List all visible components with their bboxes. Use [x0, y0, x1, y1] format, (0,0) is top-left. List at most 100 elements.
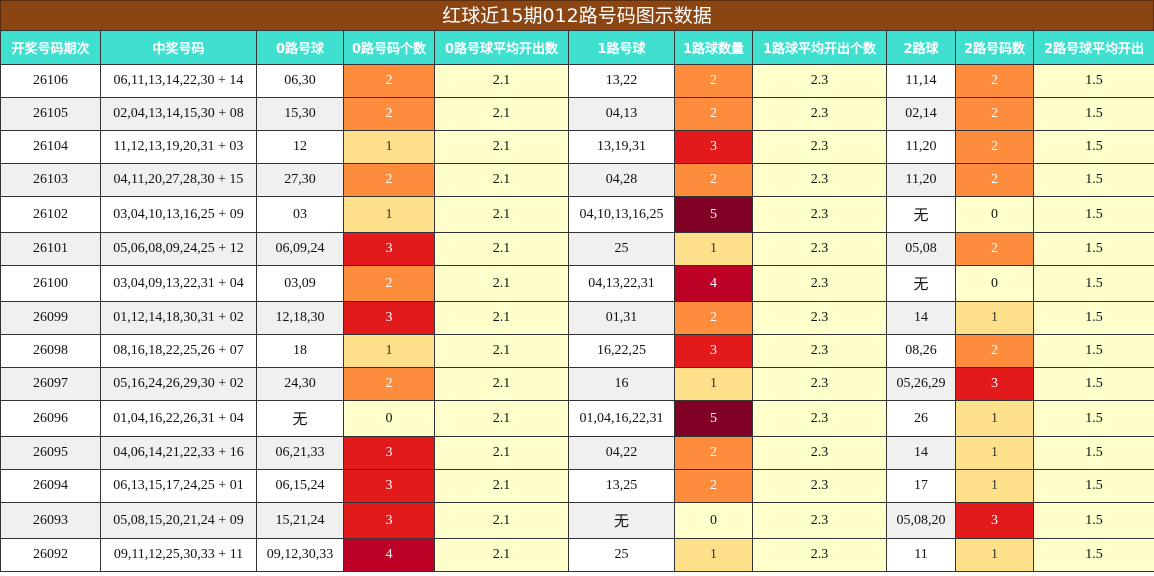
route0-average-cell: 2.1 — [434, 502, 569, 539]
route1-balls-cell: 25 — [568, 538, 675, 572]
route0-count-cell: 1 — [343, 334, 435, 368]
draw-number-cell: 26100 — [0, 265, 101, 302]
route1-balls-cell: 13,25 — [568, 469, 675, 503]
route0-count-cell: 3 — [343, 502, 435, 539]
draw-number-cell: 26104 — [0, 130, 101, 164]
winning-numbers-cell: 01,12,14,18,30,31 + 02 — [100, 301, 257, 335]
route2-average-cell: 1.5 — [1033, 436, 1154, 470]
route1-balls-cell: 04,28 — [568, 163, 675, 197]
route2-balls-cell: 17 — [886, 469, 956, 503]
table-row: 26094 06,13,15,17,24,25 + 01 06,15,24 3 2.1 1… — [0, 469, 1154, 503]
header-route0-count: 0路号码个数 — [343, 30, 435, 65]
draw-number-cell: 26102 — [0, 196, 101, 233]
header-draw-number: 开奖号码期次 — [0, 30, 101, 65]
route1-count-cell: 2 — [674, 301, 753, 335]
route0-count-cell: 2 — [343, 367, 435, 401]
route1-average-cell: 2.3 — [752, 436, 887, 470]
route0-average-cell: 2.1 — [434, 163, 569, 197]
draw-number-cell: 26103 — [0, 163, 101, 197]
route2-average-cell: 1.5 — [1033, 64, 1154, 98]
winning-numbers-cell: 04,11,20,27,28,30 + 15 — [100, 163, 257, 197]
route0-average-cell: 2.1 — [434, 97, 569, 131]
route0-count-cell: 1 — [343, 130, 435, 164]
route2-count-cell: 2 — [955, 163, 1034, 197]
route2-average-cell: 1.5 — [1033, 97, 1154, 131]
route1-average-cell: 2.3 — [752, 469, 887, 503]
route0-balls-cell: 06,21,33 — [256, 436, 344, 470]
route1-balls-cell: 25 — [568, 232, 675, 266]
route1-balls-cell: 16,22,25 — [568, 334, 675, 368]
route0-balls-cell: 03,09 — [256, 265, 344, 302]
route2-average-cell: 1.5 — [1033, 400, 1154, 437]
route1-average-cell: 2.3 — [752, 367, 887, 401]
route0-average-cell: 2.1 — [434, 301, 569, 335]
route0-balls-cell: 12,18,30 — [256, 301, 344, 335]
route1-count-cell: 5 — [674, 400, 753, 437]
route2-count-cell: 1 — [955, 469, 1034, 503]
route0-count-cell: 2 — [343, 64, 435, 98]
route2-balls-cell: 05,08,20 — [886, 502, 956, 539]
draw-number-cell: 26106 — [0, 64, 101, 98]
route0-count-cell: 0 — [343, 400, 435, 437]
route2-balls-cell: 11,14 — [886, 64, 956, 98]
header-row: 开奖号码期次 中奖号码 0路号球 0路号码个数 0路号球平均开出数 1路号球 1路球数量 1路… — [0, 30, 1154, 65]
winning-numbers-cell: 09,11,12,25,30,33 + 11 — [100, 538, 257, 572]
route0-balls-cell: 无 — [256, 400, 344, 437]
winning-numbers-cell: 06,13,15,17,24,25 + 01 — [100, 469, 257, 503]
route1-balls-cell: 04,13 — [568, 97, 675, 131]
route1-balls-cell: 04,22 — [568, 436, 675, 470]
route1-average-cell: 2.3 — [752, 130, 887, 164]
route1-average-cell: 2.3 — [752, 502, 887, 539]
table-row: 26103 04,11,20,27,28,30 + 15 27,30 2 2.1 04,2… — [0, 163, 1154, 197]
route2-count-cell: 3 — [955, 367, 1034, 401]
route2-balls-cell: 11,20 — [886, 163, 956, 197]
route1-balls-cell: 01,04,16,22,31 — [568, 400, 675, 437]
table-row: 26095 04,06,14,21,22,33 + 16 06,21,33 3 2.1 0… — [0, 436, 1154, 470]
winning-numbers-cell: 02,04,13,14,15,30 + 08 — [100, 97, 257, 131]
table-row: 26096 01,04,16,22,26,31 + 04 无 0 2.1 01,04,16… — [0, 400, 1154, 437]
route2-average-cell: 1.5 — [1033, 196, 1154, 233]
route0-average-cell: 2.1 — [434, 64, 569, 98]
table-row: 26098 08,16,18,22,25,26 + 07 18 1 2.1 16,22,2… — [0, 334, 1154, 368]
route1-average-cell: 2.3 — [752, 301, 887, 335]
route2-count-cell: 2 — [955, 334, 1034, 368]
route0-average-cell: 2.1 — [434, 367, 569, 401]
table-row: 26100 03,04,09,13,22,31 + 04 03,09 2 2.1 04,1… — [0, 265, 1154, 302]
route1-balls-cell: 04,13,22,31 — [568, 265, 675, 302]
draw-number-cell: 26094 — [0, 469, 101, 503]
route1-count-cell: 2 — [674, 163, 753, 197]
route1-count-cell: 2 — [674, 436, 753, 470]
route1-balls-cell: 16 — [568, 367, 675, 401]
route0-count-cell: 3 — [343, 301, 435, 335]
draw-number-cell: 26093 — [0, 502, 101, 539]
route0-balls-cell: 12 — [256, 130, 344, 164]
route0-balls-cell: 06,15,24 — [256, 469, 344, 503]
route0-average-cell: 2.1 — [434, 265, 569, 302]
route0-count-cell: 3 — [343, 436, 435, 470]
route1-average-cell: 2.3 — [752, 538, 887, 572]
draw-number-cell: 26099 — [0, 301, 101, 335]
table-body: 26106 06,11,13,14,22,30 + 14 06,30 2 2.1 13,2… — [0, 64, 1154, 572]
route0-average-cell: 2.1 — [434, 436, 569, 470]
route0-average-cell: 2.1 — [434, 130, 569, 164]
route1-average-cell: 2.3 — [752, 196, 887, 233]
draw-number-cell: 26092 — [0, 538, 101, 572]
table-row: 26104 11,12,13,19,20,31 + 03 12 1 2.1 13,19,3… — [0, 130, 1154, 164]
route2-balls-cell: 14 — [886, 436, 956, 470]
header-route2-average: 2路号球平均开出 — [1033, 30, 1154, 65]
route1-average-cell: 2.3 — [752, 400, 887, 437]
header-route2-count: 2路号码数 — [955, 30, 1034, 65]
route2-average-cell: 1.5 — [1033, 538, 1154, 572]
header-winning-numbers: 中奖号码 — [100, 30, 257, 65]
route0-balls-cell: 06,30 — [256, 64, 344, 98]
route2-count-cell: 1 — [955, 538, 1034, 572]
draw-number-cell: 26095 — [0, 436, 101, 470]
data-table: 开奖号码期次 中奖号码 0路号球 0路号码个数 0路号球平均开出数 1路号球 1路球数量 1路… — [0, 30, 1154, 572]
winning-numbers-cell: 04,06,14,21,22,33 + 16 — [100, 436, 257, 470]
header-route1-balls: 1路号球 — [568, 30, 675, 65]
route2-average-cell: 1.5 — [1033, 232, 1154, 266]
winning-numbers-cell: 03,04,09,13,22,31 + 04 — [100, 265, 257, 302]
route1-average-cell: 2.3 — [752, 97, 887, 131]
draw-number-cell: 26097 — [0, 367, 101, 401]
route2-balls-cell: 11,20 — [886, 130, 956, 164]
